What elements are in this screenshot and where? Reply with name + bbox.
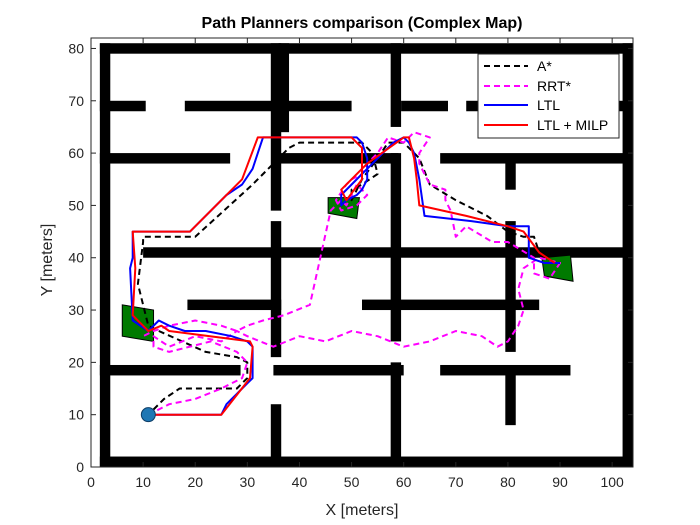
legend: A* RRT* LTL LTL + MILP bbox=[477, 53, 620, 139]
wall-segment bbox=[99, 43, 111, 467]
y-tick-label: 70 bbox=[68, 93, 84, 109]
x-axis-label: X [meters] bbox=[326, 502, 399, 519]
x-tick-label: 10 bbox=[135, 474, 151, 490]
wall-segment bbox=[270, 404, 282, 467]
y-tick-label: 20 bbox=[68, 354, 84, 370]
legend-label-milp: LTL + MILP bbox=[537, 117, 608, 133]
legend-label-rrt: RRT* bbox=[537, 78, 572, 94]
y-tick-label: 50 bbox=[68, 197, 84, 213]
y-axis-label: Y [meters] bbox=[39, 224, 56, 297]
legend-label-ltl: LTL bbox=[537, 97, 560, 113]
x-tick-label: 70 bbox=[448, 474, 464, 490]
x-tick-label: 80 bbox=[500, 474, 516, 490]
wall-segment bbox=[143, 247, 633, 258]
start-layer bbox=[140, 407, 156, 423]
chart-title: Path Planners comparison (Complex Map) bbox=[202, 15, 523, 32]
wall-segment bbox=[401, 100, 448, 112]
legend-label-astar: A* bbox=[537, 58, 552, 74]
wall-segment bbox=[99, 364, 241, 376]
y-tick-label: 40 bbox=[68, 250, 84, 266]
wall-segment bbox=[390, 362, 402, 467]
wall-segment bbox=[273, 153, 399, 164]
x-tick-label: 20 bbox=[187, 474, 203, 490]
start-marker bbox=[140, 407, 156, 423]
wall-segment bbox=[278, 43, 290, 133]
y-tick-label: 80 bbox=[68, 40, 84, 56]
wall-segment bbox=[505, 158, 516, 190]
y-axis: 0 10 20 30 40 50 60 70 80 bbox=[68, 40, 633, 475]
goal-region bbox=[541, 254, 574, 282]
x-tick-label: 0 bbox=[87, 474, 95, 490]
wall-segment bbox=[505, 221, 516, 352]
wall-segment bbox=[99, 456, 633, 467]
x-tick-label: 50 bbox=[344, 474, 360, 490]
series-ltl-milp-line bbox=[131, 136, 556, 416]
wall-segment bbox=[99, 43, 633, 54]
wall-segment bbox=[99, 100, 146, 112]
x-tick-label: 30 bbox=[240, 474, 256, 490]
wall-segment bbox=[270, 43, 282, 211]
x-axis: 0 10 20 30 40 50 60 70 80 90 100 bbox=[87, 38, 624, 490]
y-tick-label: 30 bbox=[68, 302, 84, 318]
wall-segment bbox=[273, 364, 404, 376]
wall-segment bbox=[505, 367, 516, 426]
wall-segment bbox=[99, 153, 231, 164]
wall-segment bbox=[184, 100, 352, 112]
x-tick-label: 40 bbox=[292, 474, 308, 490]
wall-segment bbox=[270, 221, 282, 358]
wall-segment bbox=[362, 299, 540, 311]
x-tick-label: 60 bbox=[396, 474, 412, 490]
x-tick-label: 100 bbox=[600, 474, 624, 490]
paths bbox=[129, 131, 561, 416]
x-tick-label: 90 bbox=[552, 474, 568, 490]
y-tick-label: 0 bbox=[76, 459, 84, 475]
axes-box bbox=[90, 37, 634, 468]
wall-segment bbox=[390, 153, 402, 342]
y-tick-label: 60 bbox=[68, 145, 84, 161]
wall-segment bbox=[390, 43, 402, 127]
wall-segment bbox=[187, 299, 282, 311]
y-tick-label: 10 bbox=[68, 407, 84, 423]
wall-segment bbox=[440, 153, 633, 164]
